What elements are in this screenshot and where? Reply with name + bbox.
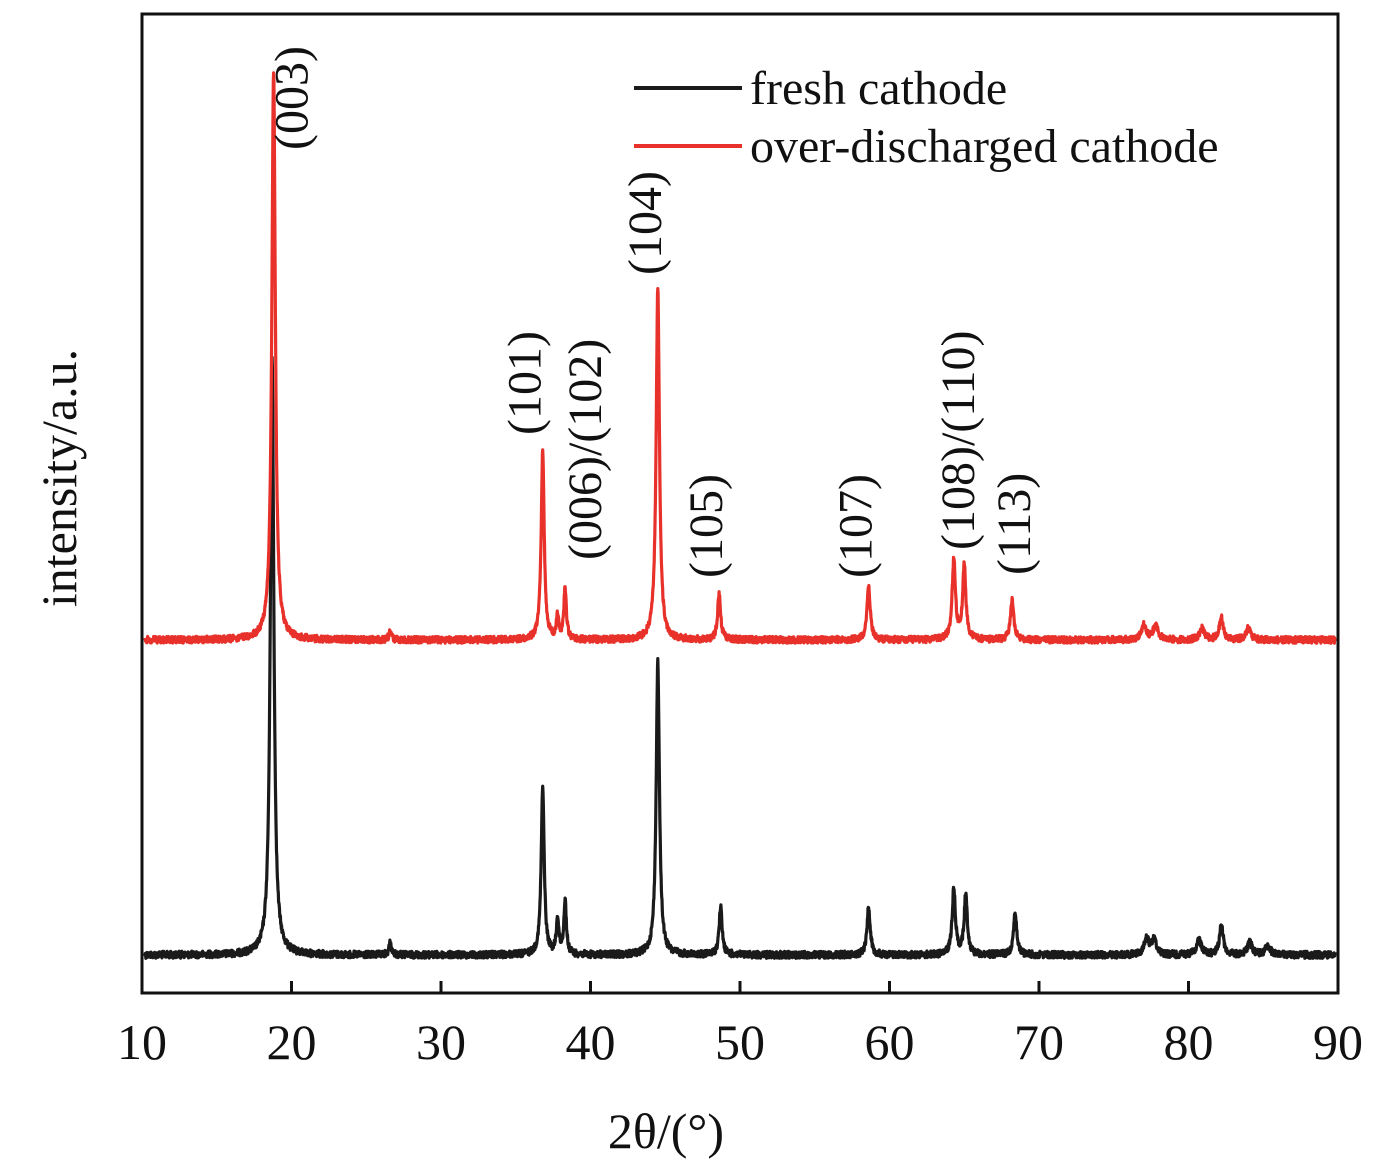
peak-label: (003) bbox=[266, 46, 319, 150]
x-axis-ticks: 10 20 30 40 50 60 70 80 90 bbox=[117, 981, 1363, 1070]
series-line-fresh-cathode bbox=[143, 355, 1337, 960]
series-line-over-discharged-cathode bbox=[143, 71, 1337, 645]
x-tick-label: 20 bbox=[267, 1014, 317, 1070]
legend-label-fresh: fresh cathode bbox=[750, 62, 1007, 115]
x-tick-label: 50 bbox=[715, 1014, 765, 1070]
peak-label: (105) bbox=[680, 474, 733, 578]
peak-label: (107) bbox=[830, 474, 883, 578]
x-tick-label: 80 bbox=[1164, 1014, 1214, 1070]
x-tick-label: 10 bbox=[117, 1014, 167, 1070]
peak-label: (108)/(110) bbox=[932, 331, 985, 551]
x-tick-label: 70 bbox=[1014, 1014, 1064, 1070]
legend: fresh cathode over-discharged cathode bbox=[634, 62, 1219, 173]
series-layer bbox=[143, 71, 1337, 960]
x-tick-label: 40 bbox=[566, 1014, 616, 1070]
legend-label-over-discharged: over-discharged cathode bbox=[750, 120, 1219, 173]
peak-annotations: (003) (101) (006)/(102) (104) (105) (107) (108… bbox=[266, 46, 1041, 578]
x-tick-label: 90 bbox=[1313, 1014, 1363, 1070]
peak-label: (113) bbox=[988, 473, 1041, 575]
x-axis-title: 2θ/(°) bbox=[608, 1103, 724, 1159]
peak-label: (006)/(102) bbox=[559, 339, 612, 560]
peak-label: (104) bbox=[619, 171, 672, 275]
peak-label: (101) bbox=[499, 331, 552, 435]
x-tick-label: 60 bbox=[865, 1014, 915, 1070]
x-tick-label: 30 bbox=[416, 1014, 466, 1070]
y-axis-title: intensity/a.u. bbox=[31, 349, 87, 607]
